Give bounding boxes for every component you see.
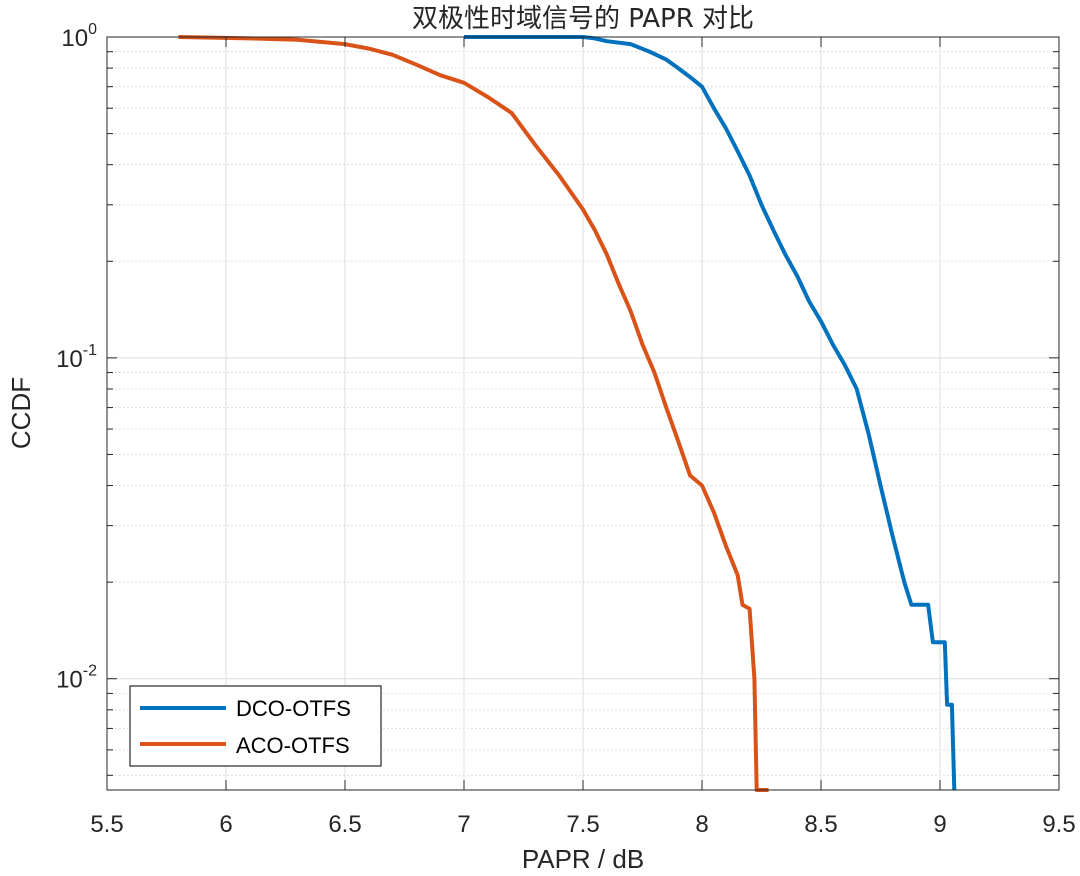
y-axis-label: CCDF xyxy=(6,377,36,449)
tick-marks xyxy=(106,36,1060,790)
legend-label-aco-otfs: ACO-OTFS xyxy=(236,733,350,758)
x-tick-label: 6.5 xyxy=(328,811,361,838)
series-line-dco-otfs xyxy=(464,35,957,791)
legend-box xyxy=(129,685,382,767)
y-tick-label: 100 xyxy=(61,21,97,52)
x-axis-label: PAPR / dB xyxy=(522,844,644,874)
x-tick-label: 7.5 xyxy=(566,811,599,838)
x-tick-label: 9 xyxy=(933,811,946,838)
x-tick-label: 8 xyxy=(695,811,708,838)
x-tick-label: 8.5 xyxy=(804,811,837,838)
x-tick-label: 7 xyxy=(457,811,470,838)
y-tick-label: 10-2 xyxy=(56,663,97,694)
series-line-aco-otfs xyxy=(178,35,769,792)
x-tick-label: 6 xyxy=(219,811,232,838)
series-layer xyxy=(178,35,957,792)
y-tick-label: 10-1 xyxy=(56,342,97,373)
legend: DCO-OTFS ACO-OTFS xyxy=(129,685,382,767)
chart-title: 双极性时域信号的 PAPR 对比 xyxy=(412,4,754,34)
legend-label-dco-otfs: DCO-OTFS xyxy=(236,696,351,721)
y-tick-labels: 100 10-1 10-2 xyxy=(56,21,97,694)
x-tick-labels: 5.5 6 6.5 7 7.5 8 8.5 9 9.5 xyxy=(90,811,1075,838)
x-tick-label: 9.5 xyxy=(1042,811,1075,838)
x-tick-label: 5.5 xyxy=(90,811,123,838)
